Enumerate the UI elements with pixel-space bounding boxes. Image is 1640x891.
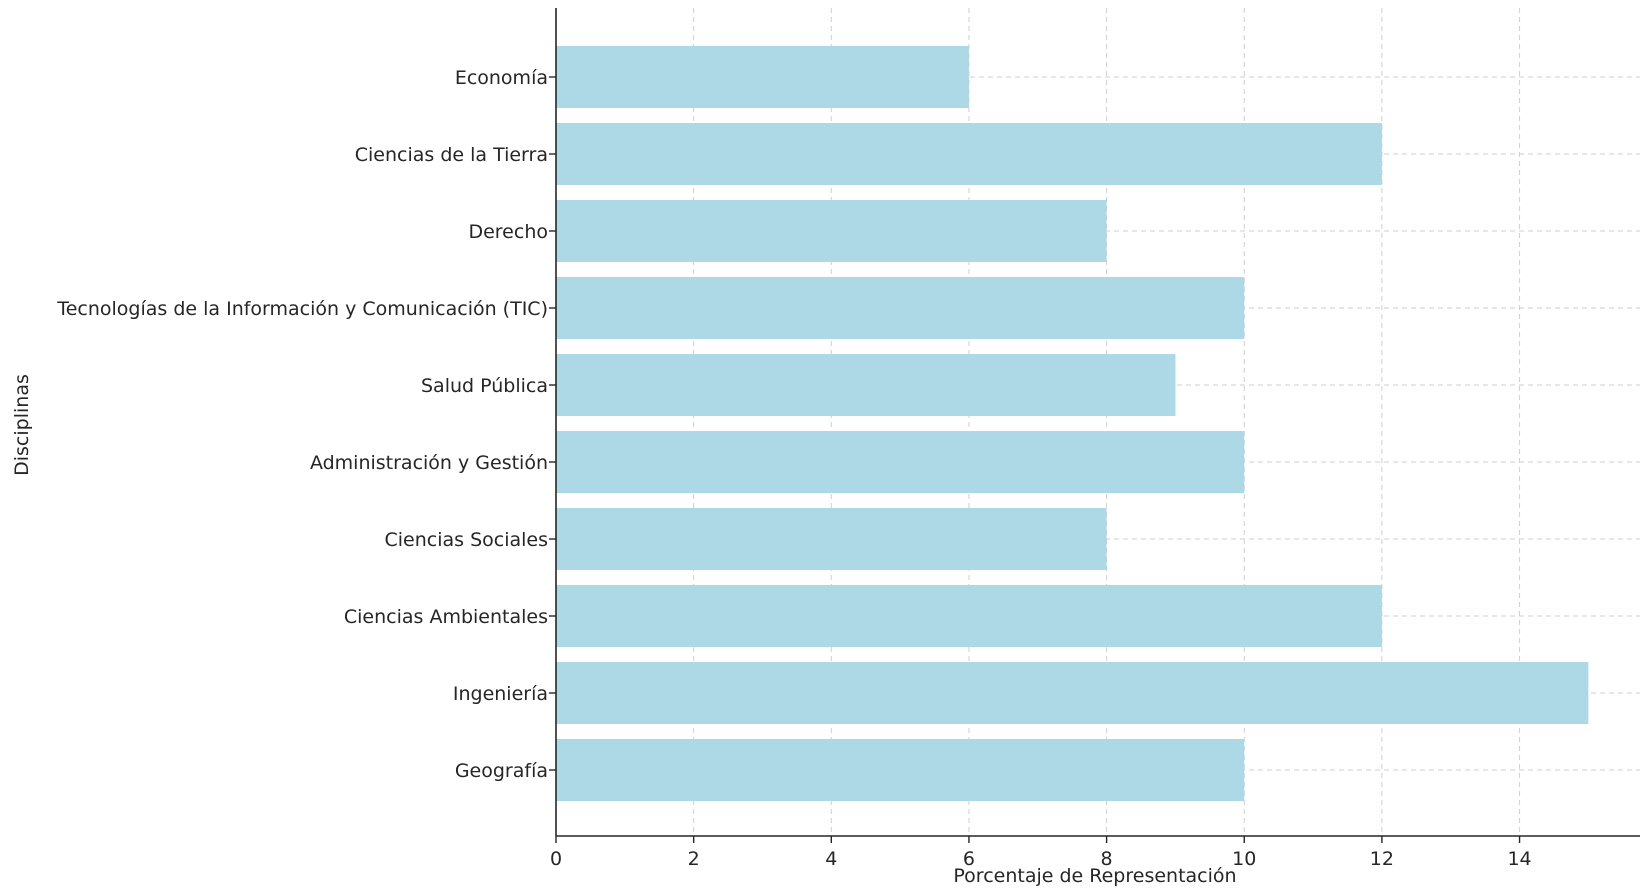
y-tick-label: Salud Pública [421,375,548,397]
y-axis-label: Disciplinas [11,374,33,476]
y-tick-label: Administración y Gestión [310,452,548,474]
bar [556,46,969,108]
y-tick-label: Tecnologías de la Información y Comunica… [56,298,548,320]
x-axis-label: Porcentaje de Representación [953,865,1236,887]
y-ticks: Geografía Ingeniería Ciencias Ambientales C… [56,67,556,782]
bar [556,585,1382,647]
bar [556,277,1245,339]
x-tick-label: 8 [1101,848,1113,870]
y-tick-label: Ciencias Ambientales [344,606,548,628]
y-tick-label: Derecho [468,221,548,243]
x-tick-label: 2 [688,848,700,870]
bars [556,46,1589,801]
x-ticks: 0 2 4 6 8 10 12 14 [550,836,1532,870]
y-tick-label: Ingeniería [453,683,548,705]
x-tick-label: 10 [1232,848,1256,870]
x-tick-label: 4 [825,848,837,870]
bar [556,431,1245,493]
x-tick-label: 0 [550,848,562,870]
x-tick-label: 12 [1370,848,1394,870]
bar [556,200,1107,262]
x-tick-label: 6 [963,848,975,870]
y-tick-label: Ciencias Sociales [384,529,548,551]
bar [556,662,1589,724]
bar [556,123,1382,185]
bar [556,354,1176,416]
bar [556,508,1107,570]
axes [555,8,1640,837]
y-tick-label: Geografía [455,760,548,782]
y-tick-label: Economía [455,67,548,89]
y-tick-label: Ciencias de la Tierra [355,144,548,166]
bar [556,739,1245,801]
x-tick-label: 14 [1507,848,1531,870]
